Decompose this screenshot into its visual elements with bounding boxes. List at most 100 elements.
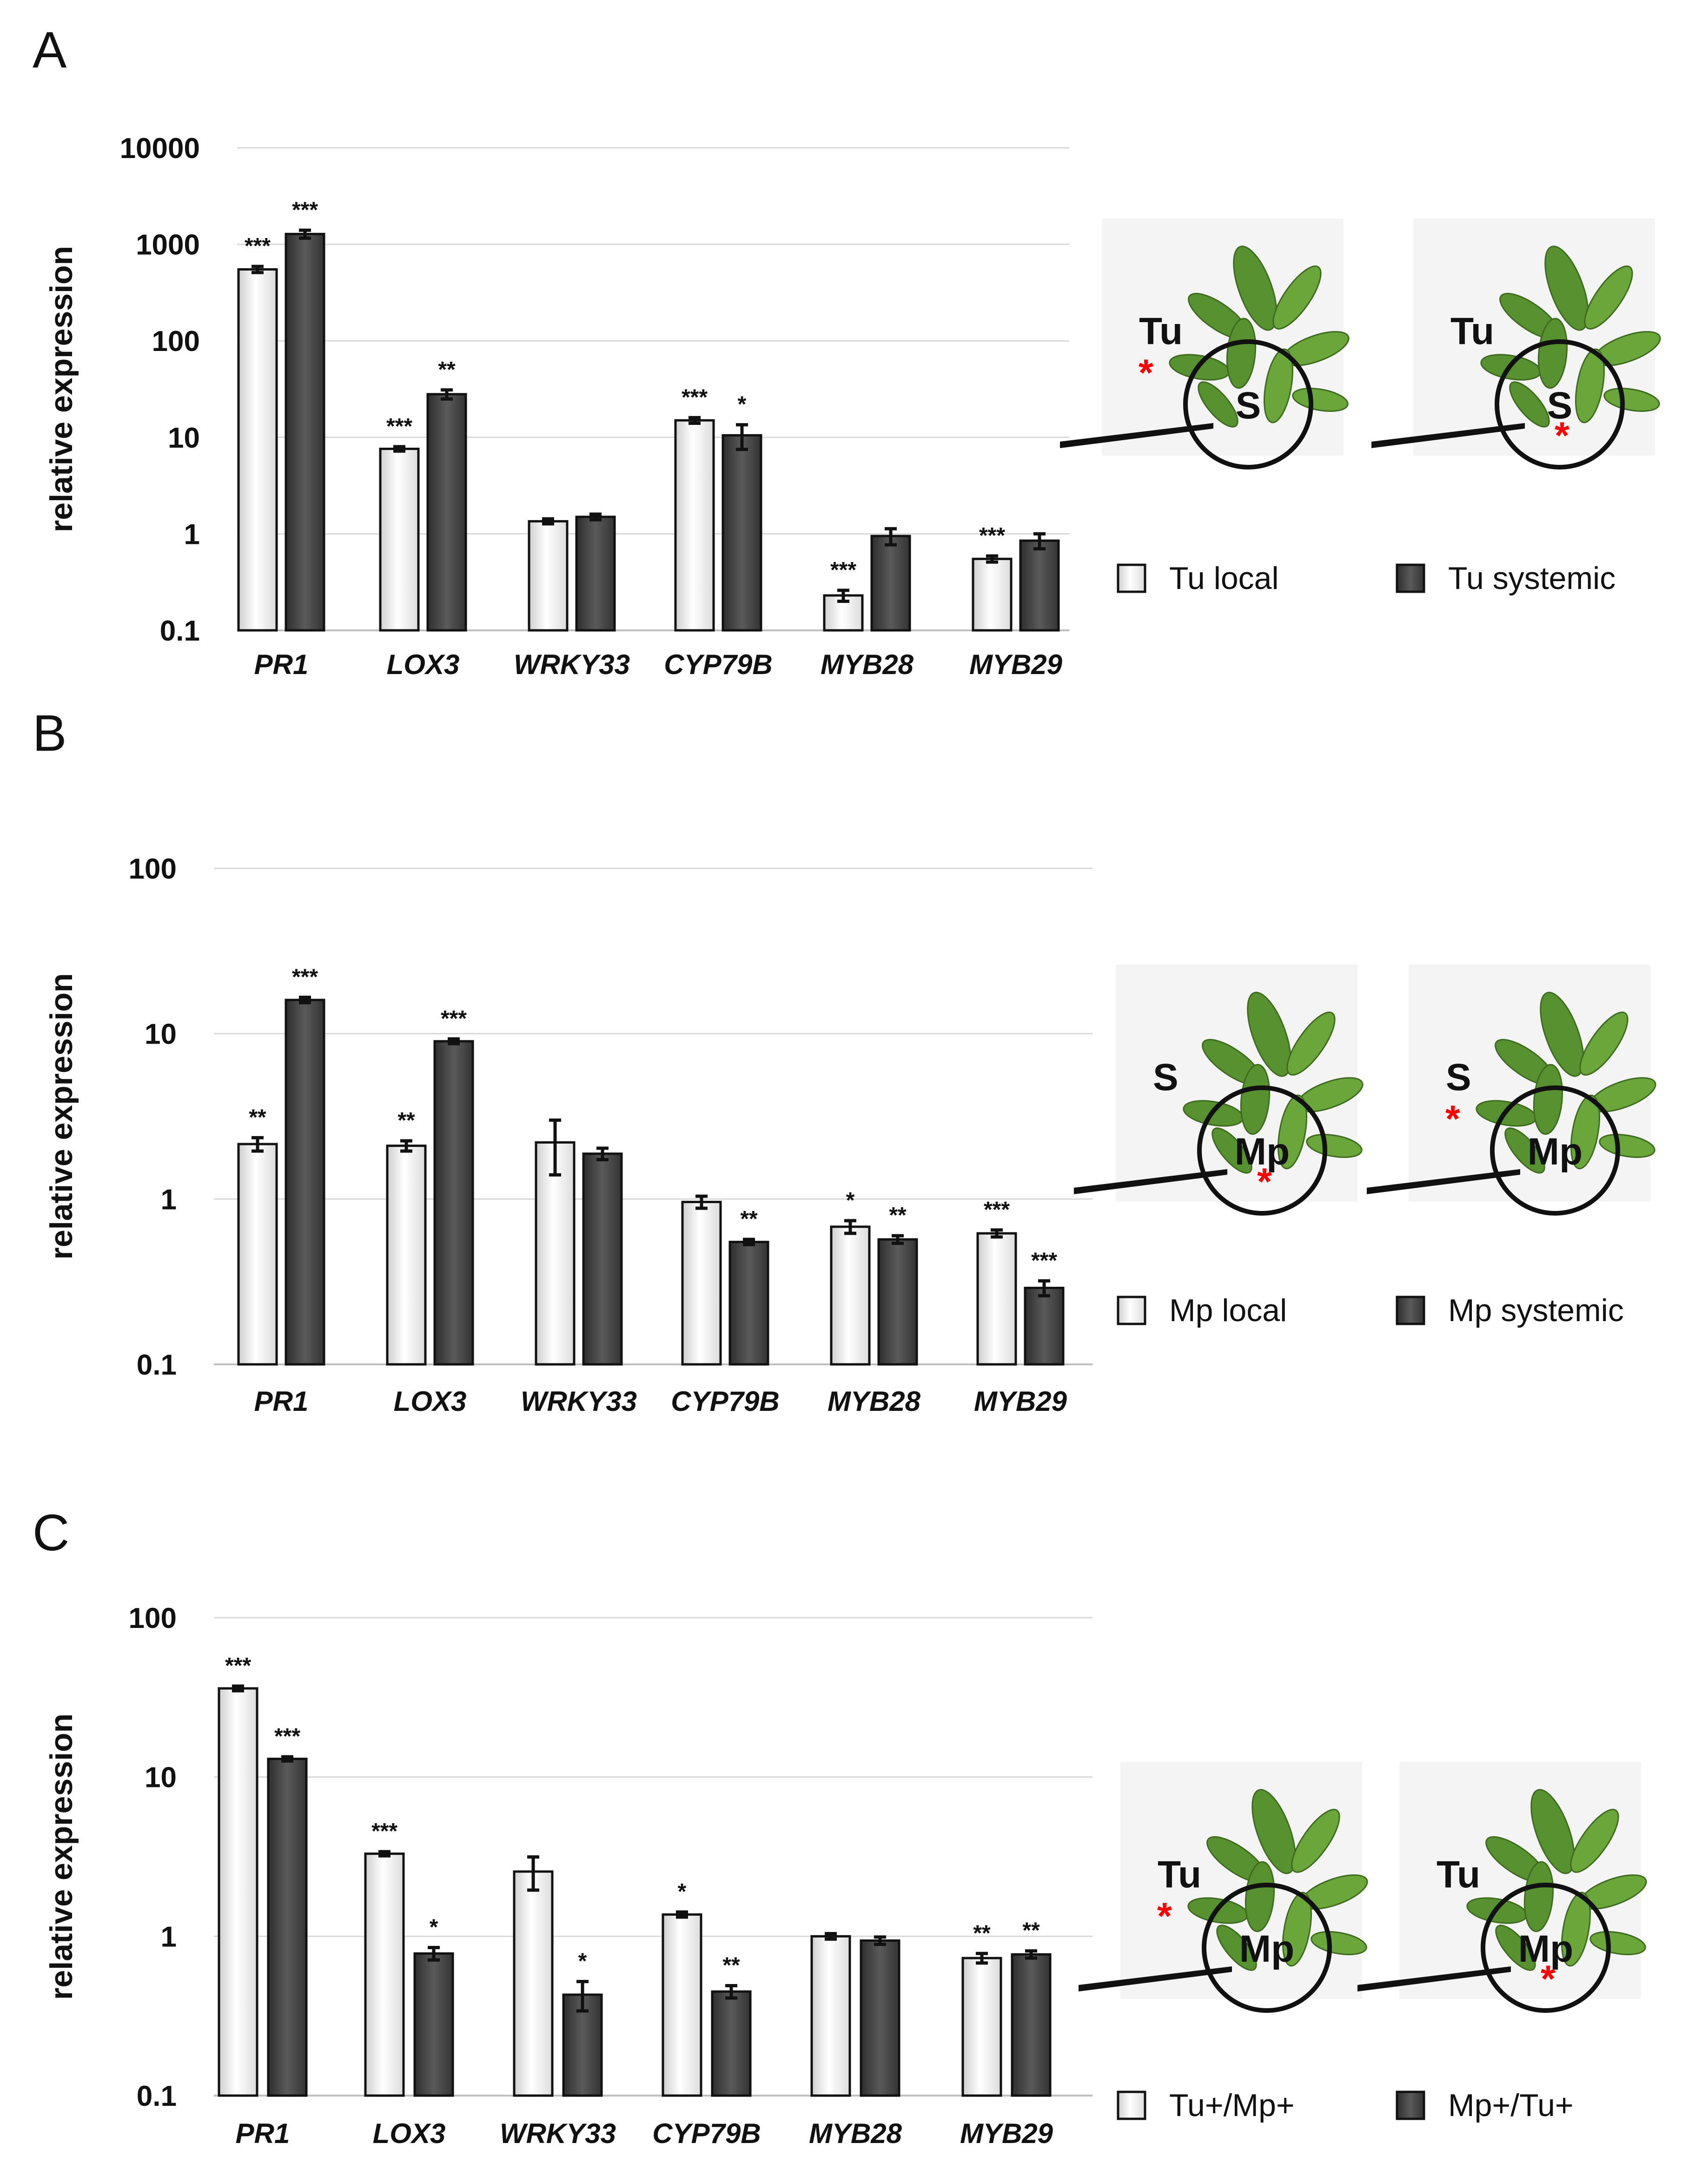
bar-systemic: [285, 232, 325, 632]
y-tick-label: 1000: [136, 229, 200, 261]
plant-illustration: Tu Mp *: [1079, 1762, 1368, 2013]
bar-local: [237, 268, 278, 632]
bar-local: [379, 448, 420, 632]
y-tick-label: 10: [168, 422, 200, 454]
leaf: [1282, 1892, 1312, 1967]
x-tick-label: MYB29: [974, 1386, 1067, 1417]
significance-label: ***: [682, 385, 708, 410]
significance-label: *: [430, 1915, 438, 1940]
y-tick-label: 10: [145, 1762, 177, 1794]
legend-swatch-local: [1117, 2090, 1146, 2120]
y-tick-label: 0.1: [137, 2080, 177, 2112]
red-asterisk-marker: *: [1139, 352, 1153, 394]
legend-label: Tu local: [1169, 561, 1279, 596]
y-tick-label: 100: [129, 853, 177, 885]
x-tick-label: PR1: [254, 649, 309, 680]
leaf: [1523, 1861, 1554, 1932]
plant-circle-label: Mp: [1528, 1131, 1582, 1173]
legend-label: Mp systemic: [1448, 1293, 1624, 1328]
y-tick-label: 1: [161, 1184, 177, 1216]
stick: [1367, 1169, 1520, 1194]
leaf: [1247, 992, 1291, 1077]
bar-systemic: [860, 1939, 900, 2097]
leaf: [1530, 1789, 1575, 1874]
y-tick-label: 1: [161, 1921, 177, 1953]
x-tick-label: PR1: [254, 1386, 309, 1417]
y-axis-label: relative expression: [44, 1713, 79, 2000]
clip-cage-circle: [1495, 339, 1625, 470]
legend-swatch-systemic: [1396, 1296, 1425, 1325]
bar-systemic: [722, 434, 762, 632]
significance-label: ***: [292, 965, 318, 989]
leaf: [1286, 1012, 1336, 1076]
leaf: [1233, 245, 1278, 331]
bar-local: [830, 1225, 871, 1366]
y-tick-label: 1: [184, 518, 200, 550]
significance-label: **: [740, 1207, 758, 1231]
bar-systemic: [711, 1990, 752, 2097]
x-tick-label: WRKY33: [521, 1386, 637, 1417]
leaf: [1570, 1094, 1600, 1170]
x-tick-label: CYP79B: [652, 2118, 761, 2149]
legend-label: Tu systemic: [1448, 561, 1615, 596]
red-asterisk-marker: *: [1157, 1895, 1172, 1938]
bar-systemic: [728, 1241, 769, 1366]
significance-label: *: [738, 392, 747, 417]
legend-label: Tu+/Mp+: [1169, 2088, 1295, 2123]
x-tick-label: PR1: [236, 2118, 290, 2149]
bar-local: [513, 1870, 554, 2097]
bar-local: [674, 419, 715, 632]
leaf: [1226, 318, 1257, 389]
y-tick-label: 100: [129, 1602, 177, 1634]
x-tick-label: LOX3: [387, 649, 460, 680]
bar-systemic: [433, 1040, 474, 1366]
leaf: [1544, 245, 1589, 331]
bar-systemic: [575, 516, 616, 632]
significance-label: ***: [830, 558, 856, 582]
legend-label: Mp local: [1169, 1293, 1287, 1328]
bar-systemic: [1019, 539, 1060, 632]
significance-label: ***: [274, 1724, 300, 1749]
plant-top-label: Tu: [1437, 1853, 1480, 1896]
bar-local: [237, 1143, 278, 1366]
clip-cage-circle: [1202, 1883, 1332, 2013]
leaf: [1570, 1809, 1619, 1873]
leaf: [1533, 1064, 1563, 1135]
leaf: [1495, 1925, 1536, 1971]
significance-label: ***: [979, 523, 1005, 548]
x-tick-label: CYP79B: [671, 1386, 779, 1417]
x-tick-label: CYP79B: [664, 649, 772, 680]
significance-label: **: [397, 1108, 415, 1133]
bar-local: [681, 1201, 722, 1366]
bar-local: [535, 1141, 576, 1366]
x-tick-label: MYB29: [969, 649, 1063, 680]
bar-local: [386, 1144, 427, 1366]
leaf: [1603, 388, 1660, 412]
panel-letter: B: [33, 705, 66, 762]
leaf: [1240, 1064, 1271, 1135]
red-asterisk-marker: *: [1445, 1098, 1460, 1140]
bar-local: [218, 1687, 258, 2097]
plant-circle-label: Mp: [1518, 1928, 1573, 1970]
bar-local: [972, 557, 1013, 632]
y-axis-label: relative expression: [44, 246, 79, 532]
legend-swatch-systemic: [1396, 2090, 1425, 2120]
bar-systemic: [413, 1952, 454, 2097]
plant-illustration: Tu S*: [1371, 218, 1661, 470]
leaf: [1537, 318, 1568, 389]
leaf: [1540, 992, 1584, 1077]
leaf: [1272, 265, 1322, 330]
significance-label: **: [1022, 1918, 1040, 1943]
significance-label: *: [578, 1949, 587, 1974]
legend-swatch-local: [1117, 1296, 1146, 1325]
significance-label: ***: [1031, 1248, 1057, 1273]
leaf: [1575, 348, 1605, 423]
stick: [1060, 423, 1213, 448]
leaf: [1509, 381, 1550, 428]
x-tick-label: MYB29: [960, 2118, 1053, 2149]
plant-circle-label: Mp: [1239, 1928, 1294, 1970]
bar-local: [528, 520, 569, 632]
significance-label: **: [889, 1203, 907, 1228]
leaf: [1584, 265, 1633, 330]
